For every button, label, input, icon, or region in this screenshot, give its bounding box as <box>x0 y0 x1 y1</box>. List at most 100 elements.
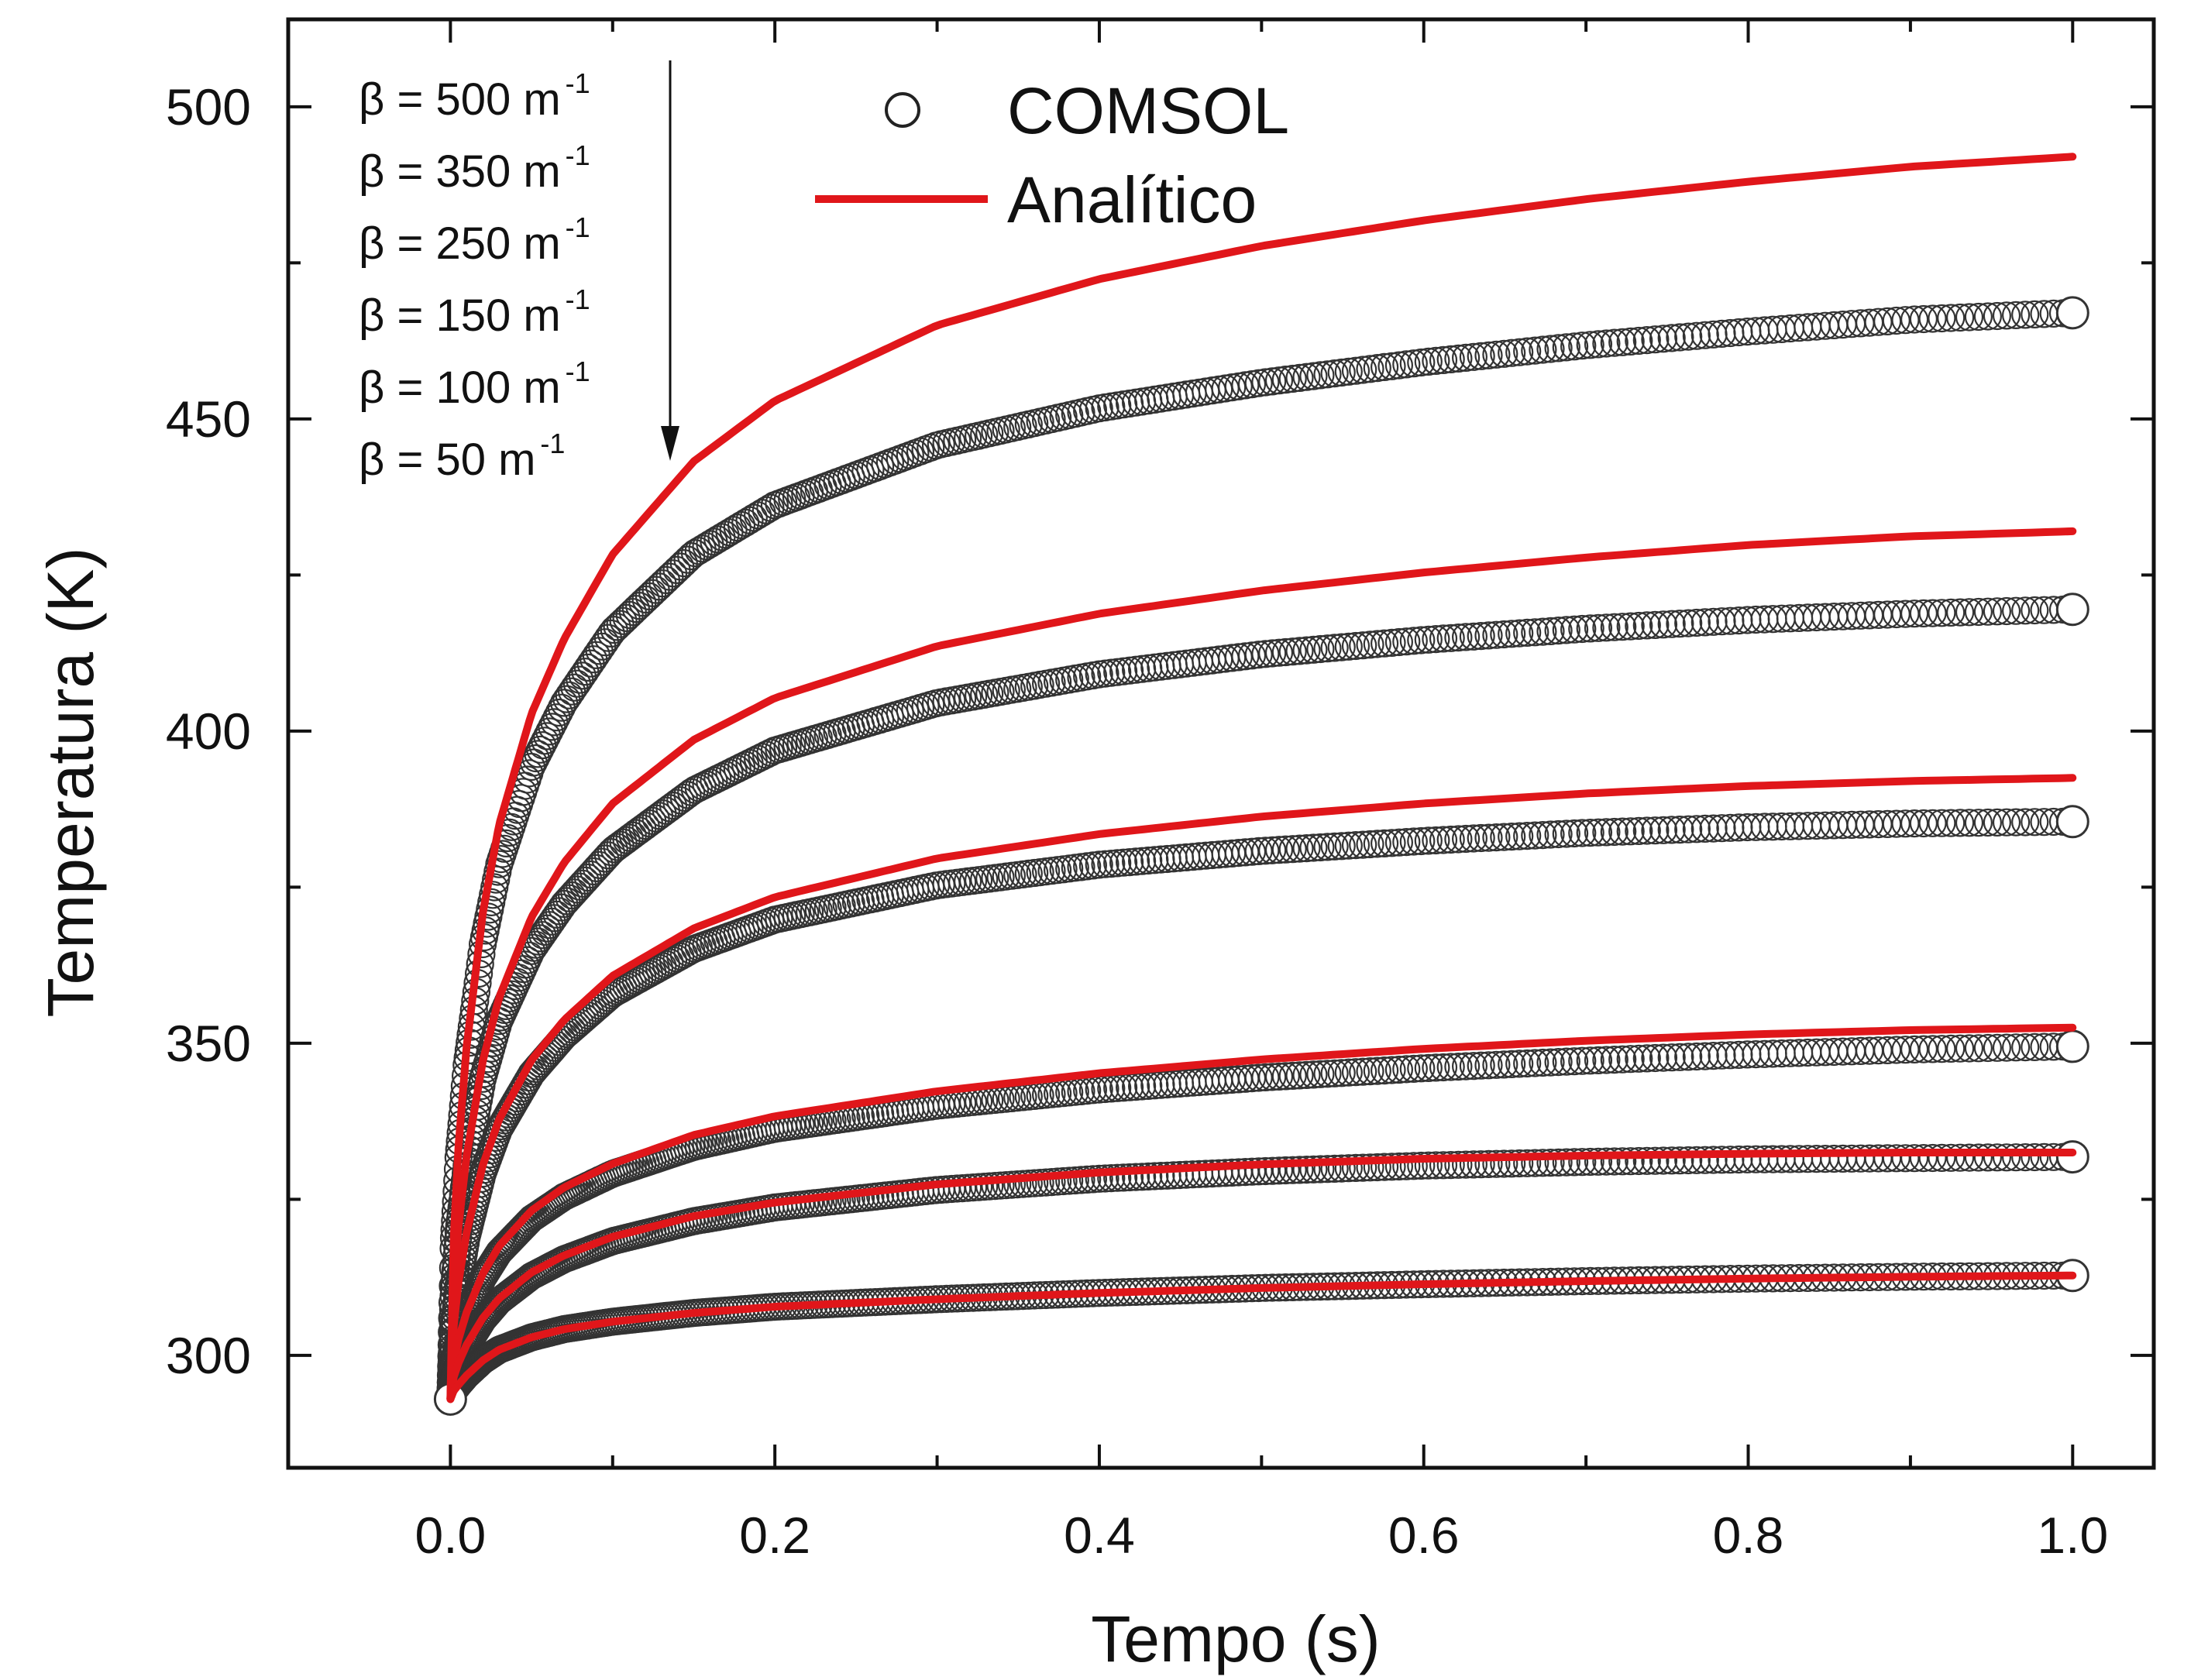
comsol-point <box>1498 620 1526 648</box>
comsol-point <box>1584 1046 1613 1075</box>
comsol-point <box>1392 1055 1421 1084</box>
comsol-point <box>1498 338 1526 367</box>
comsol-point <box>1341 830 1371 860</box>
comsol-point <box>1115 1163 1144 1192</box>
comsol-point <box>1666 610 1694 638</box>
comsol-point <box>1103 1163 1132 1192</box>
comsol-point <box>1900 1144 1929 1173</box>
comsol-point <box>1690 1042 1719 1070</box>
beta-label-exponent: -1 <box>566 67 590 99</box>
comsol-point <box>1407 826 1436 856</box>
comsol-point <box>1049 1166 1078 1196</box>
comsol-point <box>1444 623 1473 652</box>
comsol-point <box>1983 1033 2011 1062</box>
comsol-point <box>1278 1061 1307 1091</box>
comsol-point <box>1964 597 1993 627</box>
comsol-point <box>1320 832 1349 861</box>
comsol-point <box>1407 348 1436 377</box>
comsol-point <box>1444 1052 1473 1081</box>
comsol-end-point <box>2055 1140 2089 1174</box>
comsol-point <box>1091 659 1119 688</box>
comsol-point <box>1399 1054 1428 1084</box>
beta-label-exponent: -1 <box>566 211 590 243</box>
comsol-point <box>1576 331 1604 359</box>
comsol-point <box>1341 1153 1371 1183</box>
comsol-point <box>1909 1035 1938 1063</box>
comsol-point <box>1521 821 1549 850</box>
comsol-point <box>1320 1059 1349 1087</box>
comsol-point <box>1103 849 1132 878</box>
comsol-point <box>1292 636 1321 665</box>
analitico-line-beta-350 <box>446 527 2077 1403</box>
comsol-point <box>1334 831 1363 860</box>
comsol-point <box>1251 837 1280 865</box>
comsol-point <box>1584 613 1613 642</box>
comsol-point <box>1690 814 1719 843</box>
comsol-point <box>2011 808 2040 837</box>
comsol-point <box>1973 302 2002 331</box>
comsol-point <box>1616 1045 1645 1074</box>
comsol-point <box>1608 613 1637 641</box>
comsol-point <box>1955 809 1984 837</box>
y-tick-label: 450 <box>166 390 251 448</box>
comsol-point <box>1983 301 2011 331</box>
comsol-point <box>2021 808 2049 837</box>
comsol-point <box>1983 1143 2011 1172</box>
comsol-point <box>1608 817 1637 846</box>
comsol-point <box>1363 1056 1391 1085</box>
comsol-point <box>1349 830 1377 859</box>
comsol-point <box>1459 1150 1488 1179</box>
comsol-point <box>1285 1156 1314 1184</box>
comsol-point <box>1576 614 1604 643</box>
comsol-point <box>1244 837 1273 866</box>
comsol-point <box>1436 345 1465 373</box>
comsol-series-beta-500 <box>436 296 2089 1414</box>
comsol-point <box>1536 820 1565 849</box>
comsol-point <box>1964 1143 1993 1172</box>
comsol-point <box>1544 819 1573 849</box>
comsol-point <box>1505 619 1534 648</box>
comsol-point <box>1327 358 1356 387</box>
comsol-point <box>1258 1063 1287 1091</box>
comsol-point <box>1600 1147 1628 1176</box>
comsol-point <box>1505 338 1534 366</box>
comsol-point <box>1399 827 1428 856</box>
y-axis-title: Temperatura (K) <box>34 548 107 1018</box>
plot-frame <box>286 17 2156 1470</box>
comsol-point <box>1292 362 1321 391</box>
beta-label-exponent: -1 <box>566 356 590 387</box>
comsol-point <box>1505 822 1534 850</box>
comsol-point <box>1666 323 1694 352</box>
comsol-point <box>1414 1053 1443 1083</box>
comsol-point <box>2002 1143 2031 1172</box>
comsol-point <box>1356 630 1384 659</box>
comsol-point <box>1616 327 1645 356</box>
comsol-point <box>1576 1147 1604 1177</box>
comsol-point <box>1091 1164 1119 1193</box>
comsol-point <box>1521 336 1549 365</box>
comsol-point <box>1928 809 1956 837</box>
comsol-point <box>1363 630 1391 658</box>
comsol-point <box>1061 1077 1089 1106</box>
comsol-point <box>1608 328 1637 356</box>
comsol-point <box>1690 1146 1719 1174</box>
comsol-point <box>1407 1054 1436 1083</box>
comsol-point <box>1674 609 1703 637</box>
comsol-point <box>1384 1055 1414 1084</box>
comsol-point <box>1544 616 1573 645</box>
comsol-point <box>1399 349 1428 378</box>
comsol-point <box>1109 1163 1138 1192</box>
comsol-point <box>1349 631 1377 660</box>
comsol-point <box>1616 817 1645 846</box>
comsol-point <box>1429 624 1458 653</box>
comsol-point <box>1882 600 1911 629</box>
y-tick-label: 500 <box>166 78 251 136</box>
comsol-point <box>1513 337 1542 366</box>
comsol-point <box>1278 364 1307 393</box>
comsol-point <box>1055 854 1084 883</box>
comsol-point <box>1584 818 1613 847</box>
comsol-point <box>1377 628 1406 658</box>
x-tick-label: 0.6 <box>1388 1507 1460 1564</box>
comsol-point <box>1392 1152 1421 1180</box>
comsol-point <box>1327 832 1356 861</box>
